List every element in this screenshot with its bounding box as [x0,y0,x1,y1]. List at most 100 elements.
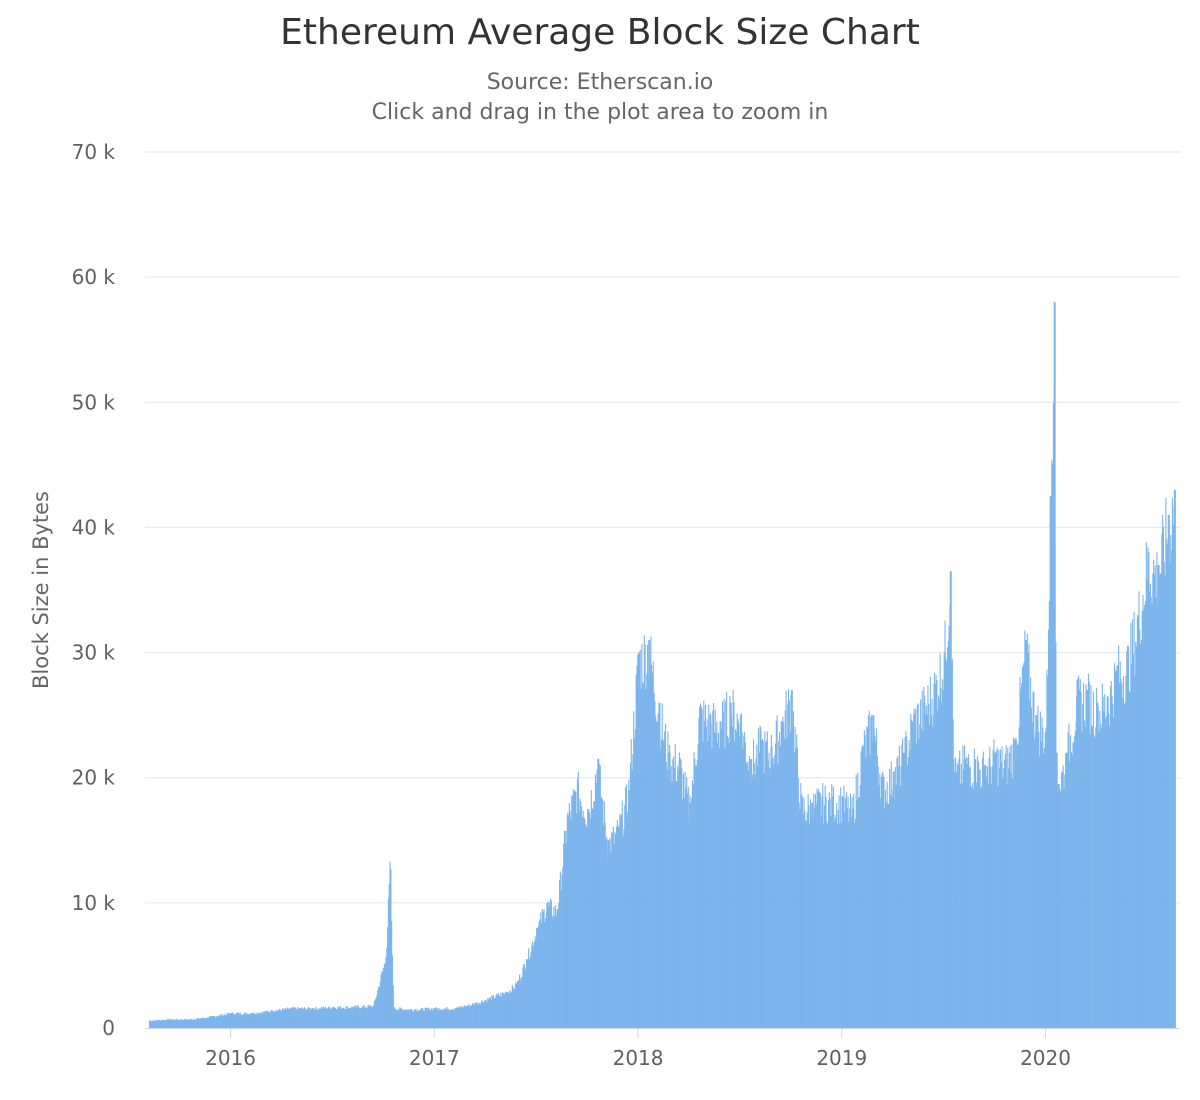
bar[interactable] [501,992,504,1028]
bar[interactable] [421,1007,423,1028]
bar[interactable] [705,726,707,1028]
bar[interactable] [602,799,604,1028]
bar[interactable] [605,839,607,1028]
bar[interactable] [888,804,890,1028]
bar[interactable] [459,1006,461,1028]
bar[interactable] [302,1008,304,1028]
bar[interactable] [430,1009,432,1029]
bar[interactable] [723,698,725,1028]
bar[interactable] [332,1006,335,1028]
bar[interactable] [596,770,598,1028]
bar[interactable] [1100,728,1103,1028]
bar[interactable] [452,1009,454,1028]
bar[interactable] [543,909,545,1028]
bar[interactable] [1024,630,1026,1028]
bar[interactable] [916,704,918,1028]
bar[interactable] [806,812,808,1028]
bar[interactable] [984,765,987,1028]
bar[interactable] [805,820,808,1028]
bar[interactable] [404,1009,407,1028]
bar[interactable] [520,977,522,1028]
bar[interactable] [356,1005,358,1028]
bar[interactable] [412,1011,414,1028]
bar[interactable] [228,1013,231,1028]
bar[interactable] [1019,677,1021,1028]
bar[interactable] [1051,459,1053,1028]
bar[interactable] [427,1008,429,1028]
bar[interactable] [748,756,750,1028]
bar[interactable] [535,940,537,1028]
bar[interactable] [877,766,879,1028]
bar[interactable] [1032,692,1034,1028]
bar[interactable] [215,1017,217,1028]
bar[interactable] [382,967,385,1028]
bar[interactable] [162,1019,164,1028]
bar[interactable] [171,1019,173,1028]
bar[interactable] [964,758,967,1028]
bar[interactable] [1140,640,1142,1028]
bar[interactable] [418,1010,420,1028]
bar[interactable] [1166,544,1169,1028]
bar[interactable] [678,758,681,1028]
bar[interactable] [1119,661,1121,1028]
bar[interactable] [1021,683,1023,1028]
bar[interactable] [750,758,753,1028]
bar[interactable] [693,752,695,1028]
bar[interactable] [1091,725,1093,1028]
bar[interactable] [591,808,593,1028]
bar[interactable] [805,820,807,1028]
bar[interactable] [1153,574,1156,1028]
bar[interactable] [519,979,521,1028]
bar[interactable] [987,784,989,1028]
bar[interactable] [835,817,837,1028]
bar[interactable] [564,830,566,1028]
bar[interactable] [490,1000,492,1028]
bar[interactable] [576,783,579,1028]
bar[interactable] [267,1011,269,1028]
bar[interactable] [900,766,902,1028]
bar[interactable] [844,811,846,1028]
bar[interactable] [151,1020,153,1028]
bar[interactable] [1026,634,1028,1028]
bar[interactable] [748,770,750,1028]
bar[interactable] [495,995,498,1028]
bar[interactable] [337,1006,339,1028]
bar[interactable] [246,1014,248,1028]
bar[interactable] [440,1009,442,1028]
bar[interactable] [1135,641,1137,1028]
bar[interactable] [896,758,898,1028]
bar[interactable] [639,649,641,1028]
bar[interactable] [351,1006,353,1028]
bar[interactable] [470,1005,473,1028]
bar[interactable] [1022,664,1024,1028]
bar[interactable] [372,1007,374,1028]
bar[interactable] [765,742,767,1029]
bar[interactable] [1144,601,1147,1028]
bar[interactable] [1102,696,1104,1028]
bar[interactable] [703,700,705,1028]
bar[interactable] [761,738,764,1028]
bar[interactable] [823,805,825,1028]
bar[interactable] [219,1015,221,1028]
bar[interactable] [755,758,757,1028]
bar[interactable] [603,825,605,1028]
bar[interactable] [184,1019,187,1028]
bar[interactable] [660,748,662,1028]
bar[interactable] [746,764,748,1028]
bar[interactable] [301,1007,303,1028]
bar[interactable] [600,796,602,1028]
bar[interactable] [273,1011,275,1028]
bar[interactable] [738,723,740,1028]
bar[interactable] [743,735,745,1028]
bar[interactable] [825,796,827,1028]
bar[interactable] [1127,658,1130,1028]
bar[interactable] [563,843,565,1028]
bar[interactable] [957,765,959,1028]
bar[interactable] [655,716,657,1028]
bar[interactable] [487,997,489,1028]
bar[interactable] [197,1017,200,1028]
bar[interactable] [609,838,611,1028]
bar[interactable] [1145,542,1147,1028]
bar[interactable] [215,1016,218,1028]
bar[interactable] [742,748,744,1028]
